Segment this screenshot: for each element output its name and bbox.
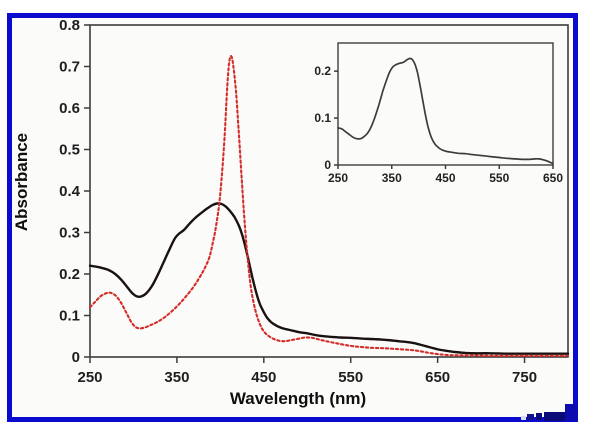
y-tick-label: 0: [324, 158, 331, 172]
y-tick-label: 0.3: [59, 225, 80, 242]
y-tick-label: 0.4: [59, 183, 81, 200]
x-tick-label: 250: [328, 171, 348, 185]
main-plot: 250 350 450 550 650 750 0 0.1 0.2 0.3 0.4 0.5 0.6 0.7…: [12, 17, 570, 408]
inset-curves: [337, 57, 554, 165]
y-tick-label: 0.2: [59, 266, 80, 283]
artifact-gap: [521, 416, 526, 420]
y-tick-label: 0.2: [314, 64, 331, 78]
x-tick-label: 750: [512, 369, 537, 386]
x-tick-label: 250: [77, 369, 102, 386]
black-solid-spectrum-curve: [88, 202, 570, 355]
inset-spectrum-curve: [337, 57, 554, 165]
y-tick-label: 0.7: [59, 59, 80, 76]
x-tick-label: 650: [425, 369, 450, 386]
artifact-dash: [536, 413, 542, 420]
y-axis-title: Absorbance: [12, 133, 31, 231]
x-axis-title: Wavelength (nm): [230, 389, 366, 408]
x-tick-label: 350: [164, 369, 189, 386]
artifact-dash: [544, 412, 565, 421]
artifact-block: [565, 404, 577, 421]
main-axis-ticks: 250 350 450 550 650 750 0 0.1 0.2 0.3 0.4 0.5 0.6 0.7…: [59, 17, 537, 386]
x-tick-label: 450: [251, 369, 276, 386]
figure-border: [7, 13, 578, 422]
x-tick-label: 350: [382, 171, 402, 185]
x-tick-label: 550: [489, 171, 509, 185]
y-tick-label: 0.1: [59, 308, 80, 325]
inset-axis-ticks: 250 350 450 550 650 0 0.1 0.2: [314, 64, 563, 185]
corner-artifact: [521, 404, 577, 421]
x-tick-label: 650: [543, 171, 563, 185]
y-tick-label: 0: [72, 349, 80, 366]
inset-plot: 250 350 450 550 650 0 0.1 0.2: [314, 42, 563, 185]
y-tick-label: 0.1: [314, 111, 331, 125]
red-dashed-spectrum-curve: [88, 55, 570, 357]
artifact-dash: [527, 414, 534, 420]
x-tick-label: 550: [338, 369, 363, 386]
y-tick-label: 0.8: [59, 17, 80, 34]
y-tick-label: 0.6: [59, 100, 80, 117]
x-tick-label: 450: [435, 171, 455, 185]
y-tick-label: 0.5: [59, 142, 80, 159]
main-curves: [88, 55, 570, 357]
